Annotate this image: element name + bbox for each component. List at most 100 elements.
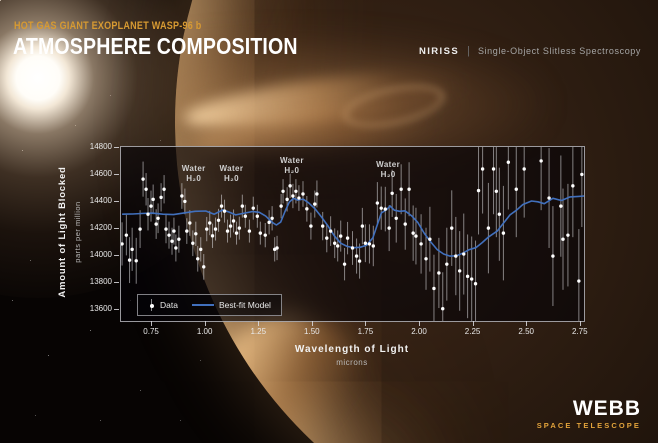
data-point bbox=[407, 187, 411, 191]
instrument-line: NIRISS | Single-Object Slitless Spectros… bbox=[419, 45, 641, 57]
data-point bbox=[480, 167, 485, 171]
data-point bbox=[124, 233, 129, 237]
data-point bbox=[202, 265, 206, 269]
data-point bbox=[159, 195, 163, 200]
page-title: ATMOSPHERE COMPOSITION bbox=[13, 33, 298, 59]
data-point bbox=[275, 246, 279, 250]
y-axis-title: Amount of Light Blocked bbox=[57, 166, 68, 298]
x-tick-label: 1.00 bbox=[196, 327, 213, 336]
data-point bbox=[251, 206, 255, 210]
data-point bbox=[185, 229, 189, 233]
data-point bbox=[559, 204, 563, 208]
data-point bbox=[237, 226, 242, 230]
y-tick-label: 13600 bbox=[89, 304, 112, 314]
data-point bbox=[255, 214, 260, 218]
data-point bbox=[428, 237, 432, 241]
data-point bbox=[228, 224, 233, 228]
data-point bbox=[285, 197, 289, 202]
legend-data-label: Data bbox=[160, 300, 178, 310]
data-point bbox=[497, 212, 502, 216]
data-point bbox=[445, 262, 449, 266]
y-tick-mark bbox=[114, 309, 119, 311]
x-tick-mark bbox=[258, 321, 260, 326]
data-point bbox=[205, 227, 209, 231]
data-point bbox=[231, 219, 236, 223]
data-point bbox=[219, 204, 224, 208]
water-annotation: Water H₂0 bbox=[182, 164, 206, 184]
data-point bbox=[270, 216, 274, 220]
instrument-description: Single-Object Slitless Spectroscopy bbox=[477, 46, 641, 56]
x-tick-label: 0.75 bbox=[143, 327, 159, 336]
data-point bbox=[419, 242, 423, 246]
data-point bbox=[350, 246, 355, 250]
x-tick-label: 2.00 bbox=[411, 327, 427, 336]
data-point bbox=[333, 241, 337, 245]
water-annotation-formula: H₂0 bbox=[186, 173, 202, 183]
data-point bbox=[387, 226, 391, 230]
data-point bbox=[547, 196, 551, 200]
data-point bbox=[146, 212, 150, 216]
data-point bbox=[494, 189, 499, 193]
data-point bbox=[454, 254, 458, 258]
data-point bbox=[294, 189, 298, 193]
y-tick-label: 14200 bbox=[89, 223, 112, 233]
data-point bbox=[437, 271, 441, 275]
data-point bbox=[138, 227, 142, 231]
data-point bbox=[121, 242, 124, 246]
data-point bbox=[210, 234, 215, 238]
data-point bbox=[222, 209, 227, 213]
spectrum-plot-svg bbox=[121, 147, 584, 321]
water-annotation: Water H₂0 bbox=[219, 164, 243, 184]
data-point bbox=[305, 207, 309, 211]
x-tick-mark bbox=[526, 321, 528, 326]
data-point bbox=[234, 231, 239, 235]
water-annotation-formula: H₂0 bbox=[223, 173, 239, 183]
x-tick-label: 2.50 bbox=[518, 327, 534, 336]
data-point bbox=[279, 204, 283, 208]
instrument-divider: | bbox=[467, 45, 470, 57]
water-annotation-text: Water bbox=[279, 156, 304, 166]
plot-area bbox=[120, 146, 585, 322]
data-point bbox=[561, 237, 565, 241]
data-point bbox=[476, 188, 481, 193]
webb-logo-name: WEBB bbox=[572, 397, 641, 420]
data-point bbox=[441, 307, 445, 311]
data-point bbox=[183, 199, 187, 204]
data-point bbox=[267, 220, 271, 225]
y-tick-label: 13800 bbox=[89, 277, 112, 287]
eyebrow-title: HOT GAS GIANT EXOPLANET WASP-96 b bbox=[14, 20, 202, 32]
y-tick-mark bbox=[114, 174, 119, 176]
x-tick-mark bbox=[151, 321, 153, 326]
data-point bbox=[321, 224, 325, 228]
y-tick-mark bbox=[114, 201, 119, 203]
data-point bbox=[465, 274, 470, 279]
x-tick-label: 1.50 bbox=[304, 327, 320, 336]
data-point bbox=[450, 226, 454, 230]
x-tick-mark bbox=[365, 321, 367, 326]
data-point-icon bbox=[148, 299, 155, 311]
data-point bbox=[363, 241, 368, 245]
data-point bbox=[432, 286, 436, 291]
x-tick-label: 2.25 bbox=[464, 327, 481, 336]
data-point bbox=[354, 254, 359, 258]
data-point bbox=[174, 246, 178, 250]
x-tick-mark bbox=[419, 321, 421, 326]
legend-model-label: Best-fit Model bbox=[218, 300, 271, 310]
data-point bbox=[522, 167, 526, 171]
webb-logo-subtitle: SPACE TELESCOPE bbox=[536, 421, 641, 430]
y-tick-label: 14000 bbox=[89, 250, 112, 260]
legend-item-data: Data bbox=[148, 299, 178, 311]
data-point bbox=[301, 192, 305, 196]
data-point bbox=[258, 231, 263, 235]
instrument-name: NIRISS bbox=[419, 45, 460, 57]
data-point bbox=[208, 221, 212, 225]
y-tick-mark bbox=[114, 147, 119, 149]
x-axis-units: microns bbox=[336, 358, 368, 367]
data-point bbox=[375, 201, 380, 205]
x-tick-mark bbox=[579, 321, 581, 326]
data-point bbox=[367, 242, 372, 246]
data-point bbox=[328, 229, 333, 233]
data-point bbox=[399, 187, 403, 191]
data-point bbox=[281, 189, 285, 193]
data-point bbox=[149, 204, 153, 208]
